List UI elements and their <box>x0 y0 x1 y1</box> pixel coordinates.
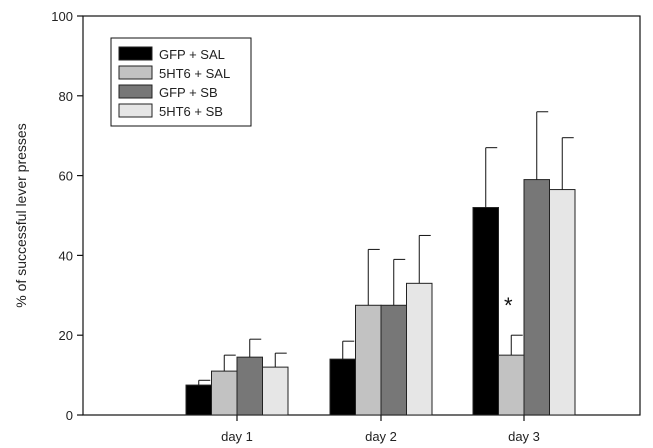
legend-label: GFP + SAL <box>159 47 225 62</box>
bar-day3-2 <box>523 179 550 416</box>
legend-swatch <box>118 46 153 61</box>
legend-swatch <box>118 65 153 80</box>
bar-day2-1 <box>355 304 382 416</box>
y-tick-label: 100 <box>51 9 73 24</box>
legend-swatch <box>118 103 153 118</box>
bar-day3-0 <box>472 207 499 416</box>
legend-label: 5HT6 + SAL <box>159 66 230 81</box>
y-axis-title: % of successful lever presses <box>13 123 29 307</box>
bar-day1-0 <box>185 384 212 416</box>
legend-label: GFP + SB <box>159 85 218 100</box>
y-tick-label: 20 <box>59 328 73 343</box>
x-tick-label: day 1 <box>221 429 253 444</box>
y-tick-label: 60 <box>59 169 73 184</box>
plot-area: 0 20 40 60 80 100 % of successful lever presse… <box>13 9 641 444</box>
legend-swatch <box>118 84 153 99</box>
y-tick-label: 40 <box>59 248 73 263</box>
bar-day1-1 <box>211 370 238 416</box>
legend-label: 5HT6 + SB <box>159 104 223 119</box>
bar-day2-0 <box>329 358 356 416</box>
bar-day2-2 <box>380 304 407 416</box>
bar-day3-3 <box>549 189 576 416</box>
x-tick-label: day 3 <box>508 429 540 444</box>
x-tick-label: day 2 <box>365 429 397 444</box>
bar-day2-3 <box>406 282 433 416</box>
bar-day1-2 <box>236 356 263 416</box>
y-tick-label: 80 <box>59 89 73 104</box>
significance-asterisk: * <box>504 293 513 318</box>
y-tick-label: 0 <box>66 408 73 423</box>
bar-day1-3 <box>262 366 289 416</box>
bar-day3-1 <box>498 354 525 416</box>
